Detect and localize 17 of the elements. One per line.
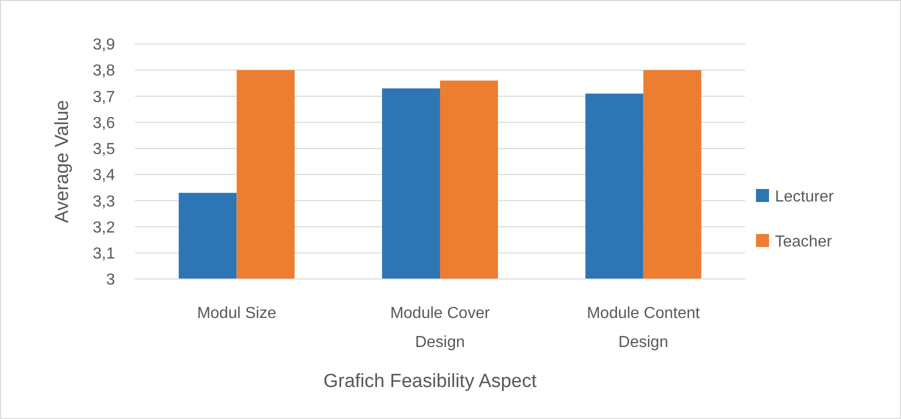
x-tick-label: Modul Size — [197, 305, 276, 322]
y-tick-label: 3,6 — [92, 114, 116, 132]
y-tick-label: 3,5 — [92, 141, 116, 158]
y-tick-label: 3 — [106, 272, 116, 289]
legend-label: Lecturer — [775, 188, 834, 206]
legend-label: Teacher — [775, 234, 833, 251]
y-tick-label: 3,7 — [92, 88, 116, 106]
y-tick-label: 3,2 — [92, 219, 116, 236]
y-axis-title: Average Value — [52, 100, 73, 223]
y-tick-label: 3,9 — [92, 36, 116, 54]
x-axis-title: Grafich Feasibility Aspect — [323, 371, 538, 392]
y-tick-label: 3,3 — [92, 193, 116, 210]
y-tick-label: 3,1 — [92, 245, 116, 262]
y-tick-label: 3,4 — [92, 167, 116, 184]
y-tick-label: 3,8 — [92, 62, 116, 80]
x-tick-label: Module Cover Design — [390, 305, 490, 351]
x-tick-label: Module Content Design — [586, 305, 700, 351]
